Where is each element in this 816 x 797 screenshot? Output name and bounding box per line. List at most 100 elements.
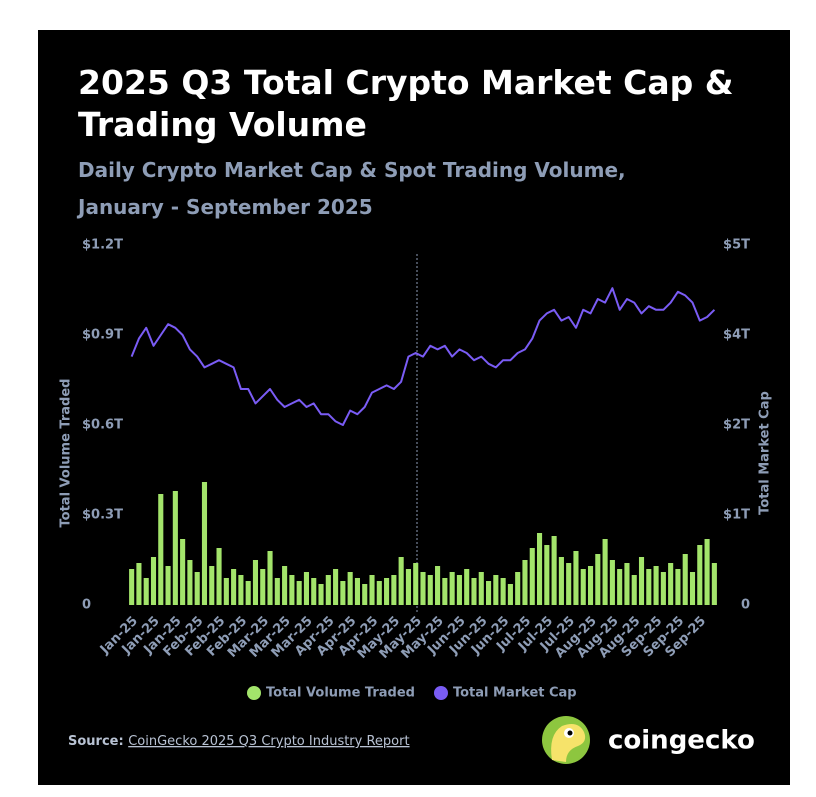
bar <box>231 569 237 605</box>
source-label: Source: <box>68 734 124 749</box>
bar <box>573 551 579 605</box>
bar <box>136 563 142 605</box>
bar <box>595 554 601 605</box>
bar <box>471 578 477 605</box>
bar <box>347 572 353 605</box>
bar <box>369 575 375 605</box>
bar <box>318 584 324 605</box>
bar <box>405 569 411 605</box>
bar <box>238 575 244 605</box>
y2-tick-label: $4T <box>723 328 750 343</box>
bar <box>413 563 419 605</box>
y2-tick-label: 0 <box>741 598 750 613</box>
bar <box>282 566 288 605</box>
logo-icon <box>542 716 590 764</box>
y2-tick-label: $2T <box>723 418 750 433</box>
legend-label: Total Market Cap <box>453 686 577 701</box>
bar <box>303 572 310 605</box>
bar <box>362 584 368 605</box>
legend-label: Total Volume Traded <box>266 686 415 701</box>
bar <box>354 578 360 605</box>
bar <box>340 581 346 605</box>
bar <box>150 557 157 605</box>
y-tick-label: $0.3T <box>82 508 123 523</box>
bar <box>500 578 506 605</box>
bar <box>522 560 528 605</box>
bar <box>653 566 659 605</box>
bar <box>201 482 208 605</box>
bar <box>682 554 688 605</box>
bar <box>456 575 462 605</box>
bar <box>420 572 426 605</box>
bar <box>697 545 703 605</box>
bar <box>580 569 586 605</box>
y2-tick-label: $1T <box>723 508 750 523</box>
bar <box>384 578 390 605</box>
bar <box>515 572 521 605</box>
bar <box>165 566 171 605</box>
bar <box>245 581 251 605</box>
bar <box>493 575 499 605</box>
bar <box>660 572 666 605</box>
bar <box>711 563 717 605</box>
logo-text: coingecko <box>608 726 755 756</box>
bar <box>609 560 615 605</box>
bar <box>180 539 186 605</box>
bar <box>602 539 608 605</box>
bar <box>689 572 696 605</box>
bar <box>486 581 492 605</box>
bar <box>631 575 637 605</box>
bar <box>544 545 550 605</box>
bar <box>252 560 259 605</box>
bar <box>478 572 484 605</box>
bar <box>158 494 164 605</box>
y2-tick-label: $5T <box>723 238 750 253</box>
bar <box>209 566 215 605</box>
bar <box>449 572 455 605</box>
bar <box>296 581 302 605</box>
y-axis-title: Total Volume Traded <box>59 379 74 528</box>
bar <box>558 557 564 605</box>
y-tick-label: $0.9T <box>82 328 123 343</box>
legend-marker <box>247 686 261 700</box>
bar <box>311 578 317 605</box>
bar <box>551 536 557 605</box>
bar <box>325 575 331 605</box>
source: Source: CoinGecko 2025 Q3 Crypto Industr… <box>68 734 410 749</box>
bar <box>646 569 652 605</box>
source-link[interactable]: CoinGecko 2025 Q3 Crypto Industry Report <box>128 734 409 749</box>
bar <box>427 575 433 605</box>
chart-title: 2025 Q3 Total Crypto Market Cap & Tradin… <box>78 63 734 144</box>
bar <box>442 578 448 605</box>
bar <box>587 566 594 605</box>
bar <box>536 533 543 605</box>
bar <box>129 569 135 605</box>
card <box>38 30 790 785</box>
bar <box>187 560 193 605</box>
bar <box>391 575 397 605</box>
bar <box>624 563 630 605</box>
bar <box>223 578 229 605</box>
bar <box>289 575 295 605</box>
chart-subtitle: Daily Crypto Market Cap & Spot Trading V… <box>78 158 626 219</box>
bar <box>675 569 681 605</box>
bar <box>398 557 404 605</box>
bar <box>376 581 382 605</box>
bar <box>267 551 273 605</box>
legend-marker <box>433 686 448 700</box>
y-tick-label: $1.2T <box>82 238 123 253</box>
bar <box>172 491 178 605</box>
bar <box>333 569 339 605</box>
y2-axis-title: Total Market Cap <box>758 391 773 515</box>
bar <box>507 584 513 605</box>
bar <box>529 548 535 605</box>
bar <box>617 569 623 605</box>
bar <box>435 566 441 605</box>
y-tick-label: 0 <box>82 598 91 613</box>
bar <box>704 539 710 605</box>
bar <box>216 548 222 605</box>
bar <box>260 569 266 605</box>
bar <box>274 578 280 605</box>
